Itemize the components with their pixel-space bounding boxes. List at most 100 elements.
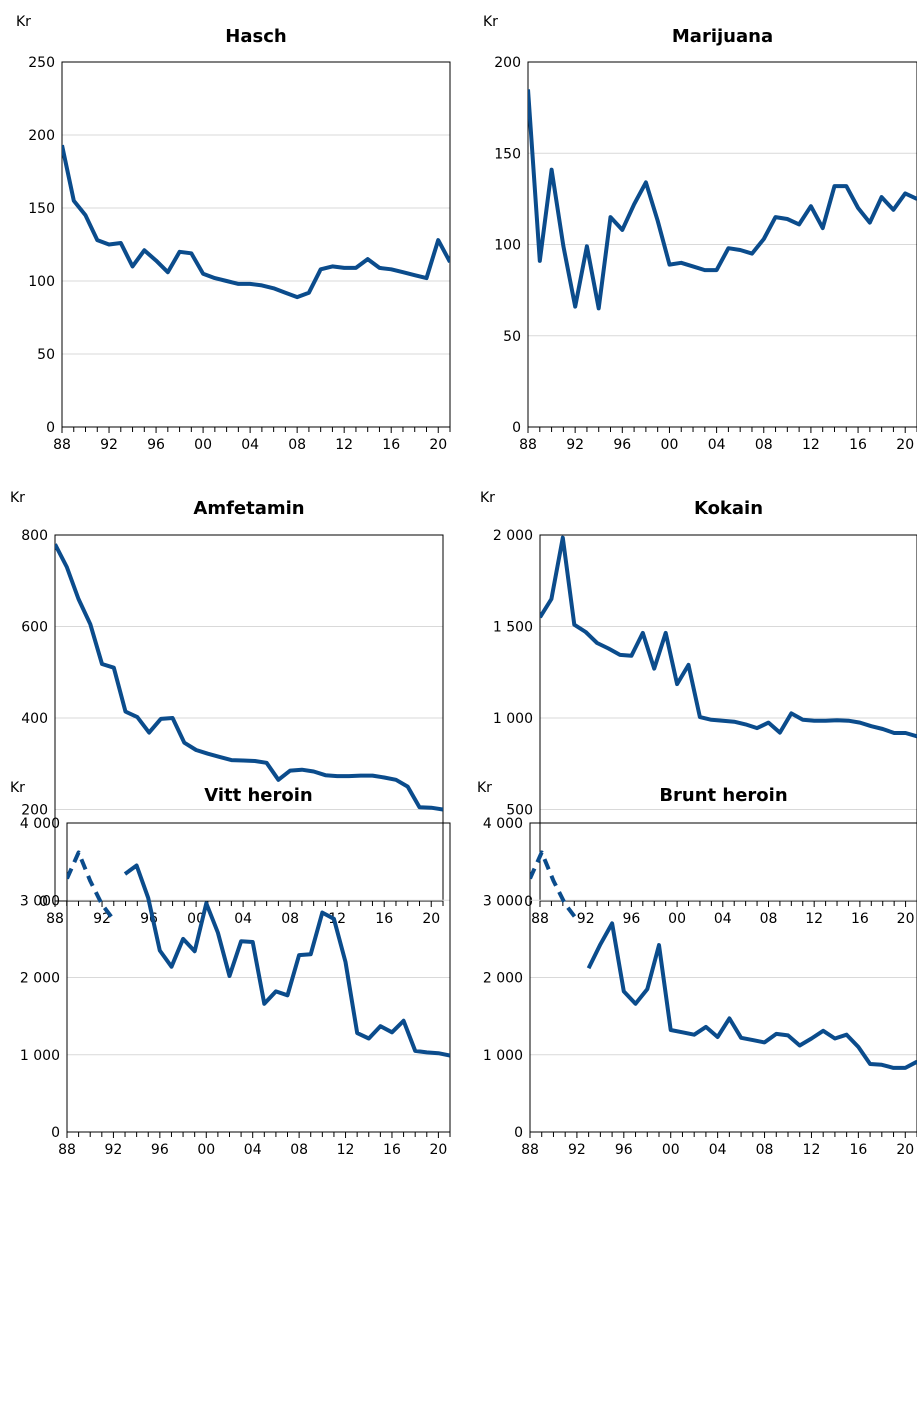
- data-line: [123, 863, 450, 1058]
- x-tick-label: 96: [622, 911, 640, 927]
- y-tick-label: 200: [28, 128, 55, 144]
- y-tick-label: 200: [21, 803, 48, 819]
- data-line: [55, 543, 443, 812]
- y-tick-label: 0: [39, 894, 48, 910]
- x-tick-label: 00: [668, 911, 686, 927]
- data-line: [528, 89, 917, 311]
- unit-label: Kr: [480, 490, 495, 506]
- x-tick-label: 92: [100, 437, 118, 453]
- y-tick-label: 0: [514, 1125, 523, 1141]
- x-tick-label: 96: [147, 437, 165, 453]
- y-tick-label: 1 500: [493, 620, 533, 636]
- y-tick-label: 0: [512, 420, 521, 436]
- x-tick-label: 08: [290, 1142, 308, 1158]
- x-tick-label: 04: [709, 1142, 727, 1158]
- chart-title: Brunt heroin: [659, 785, 787, 806]
- x-tick-label: 96: [613, 437, 631, 453]
- x-tick-label: 08: [281, 911, 299, 927]
- y-tick-label: 50: [37, 347, 55, 363]
- x-tick-label: 12: [803, 1142, 821, 1158]
- chart-vitt-heroin: 0 1 000 2 000 3 000 4 000 88 92 96 00 04 08 12 16 20 V…: [10, 780, 451, 1158]
- y-tick-label: 1 000: [493, 711, 533, 727]
- y-tick-label: 500: [506, 803, 533, 819]
- chart-title: Amfetamin: [193, 498, 304, 519]
- chart-kokain: 0 500 1 000 1 500 2 000 88 92 96 00 04 08 12 16 20 Kok…: [480, 490, 917, 927]
- y-tick-label: 1 000: [20, 1048, 60, 1064]
- unit-label: Kr: [477, 780, 492, 796]
- y-tick-label: 0: [46, 420, 55, 436]
- y-tick-label: 0: [51, 1125, 60, 1141]
- y-tick-label: 100: [494, 238, 521, 254]
- x-tick-label: 88: [46, 911, 64, 927]
- x-tick-label: 08: [288, 437, 306, 453]
- x-tick-label: 12: [802, 437, 820, 453]
- x-tick-label: 00: [194, 437, 212, 453]
- x-tick-label: 88: [519, 437, 537, 453]
- plot-frame: [527, 61, 917, 428]
- x-tick-label: 08: [755, 437, 773, 453]
- x-tick-label: 12: [805, 911, 823, 927]
- x-tick-label: 88: [531, 911, 549, 927]
- x-tick-label: 20: [896, 1142, 914, 1158]
- plot-frame: [61, 61, 451, 428]
- chart-title: Vitt heroin: [204, 785, 313, 806]
- x-tick-label: 08: [760, 911, 778, 927]
- y-tick-label: 200: [494, 55, 521, 71]
- x-tick-label: 88: [53, 437, 71, 453]
- plot-frame: [539, 534, 917, 902]
- x-tick-label: 00: [662, 1142, 680, 1158]
- chart-title: Hasch: [225, 26, 286, 47]
- x-tick-label: 08: [756, 1142, 774, 1158]
- x-tick-label: 92: [93, 911, 111, 927]
- x-tick-label: 04: [234, 911, 252, 927]
- x-tick-label: 96: [615, 1142, 633, 1158]
- x-tick-label: 16: [851, 911, 869, 927]
- x-tick-label: 04: [708, 437, 726, 453]
- x-tick-label: 20: [429, 1142, 447, 1158]
- x-tick-label: 88: [521, 1142, 539, 1158]
- plot-frame: [529, 822, 917, 1133]
- x-tick-label: 96: [151, 1142, 169, 1158]
- chart-hasch: 0 50 100 150 200 250 88 92 96 00 04 08 12 16 20 Hasch Kr: [16, 14, 451, 453]
- x-tick-label: 88: [58, 1142, 76, 1158]
- y-tick-label: 4 000: [20, 816, 60, 832]
- data-line-dashed: [67, 850, 116, 921]
- x-tick-label: 20: [429, 437, 447, 453]
- x-tick-label: 04: [241, 437, 259, 453]
- y-tick-label: 150: [494, 146, 521, 162]
- x-tick-label: 92: [577, 911, 595, 927]
- data-line: [586, 921, 917, 1070]
- x-tick-label: 16: [382, 437, 400, 453]
- y-tick-label: 250: [28, 55, 55, 71]
- x-tick-label: 16: [849, 1142, 867, 1158]
- unit-label: Kr: [483, 14, 498, 30]
- x-tick-label: 00: [661, 437, 679, 453]
- x-tick-label: 12: [335, 437, 353, 453]
- data-line: [62, 144, 450, 300]
- chart-marijuana: 0 50 100 150 200 88 92 96 00 04 08 12 16 20 Marijuana K…: [483, 14, 917, 453]
- x-tick-label: 16: [375, 911, 393, 927]
- y-tick-label: 400: [21, 711, 48, 727]
- y-tick-label: 4 000: [483, 816, 523, 832]
- y-tick-label: 2 000: [493, 528, 533, 544]
- x-tick-label: 20: [422, 911, 440, 927]
- x-tick-label: 20: [897, 911, 915, 927]
- y-tick-label: 1 000: [483, 1048, 523, 1064]
- x-tick-label: 20: [896, 437, 914, 453]
- data-line-dashed: [530, 850, 579, 921]
- plot-frame: [66, 822, 451, 1133]
- x-tick-label: 92: [568, 1142, 586, 1158]
- y-tick-label: 50: [503, 329, 521, 345]
- y-tick-label: 100: [28, 274, 55, 290]
- x-tick-label: 92: [105, 1142, 123, 1158]
- y-tick-label: 600: [21, 620, 48, 636]
- y-tick-label: 3 000: [483, 893, 523, 909]
- x-tick-label: 12: [337, 1142, 355, 1158]
- y-tick-label: 0: [524, 894, 533, 910]
- unit-label: Kr: [10, 780, 25, 796]
- data-line: [540, 535, 917, 739]
- x-tick-label: 92: [566, 437, 584, 453]
- unit-label: Kr: [10, 490, 25, 506]
